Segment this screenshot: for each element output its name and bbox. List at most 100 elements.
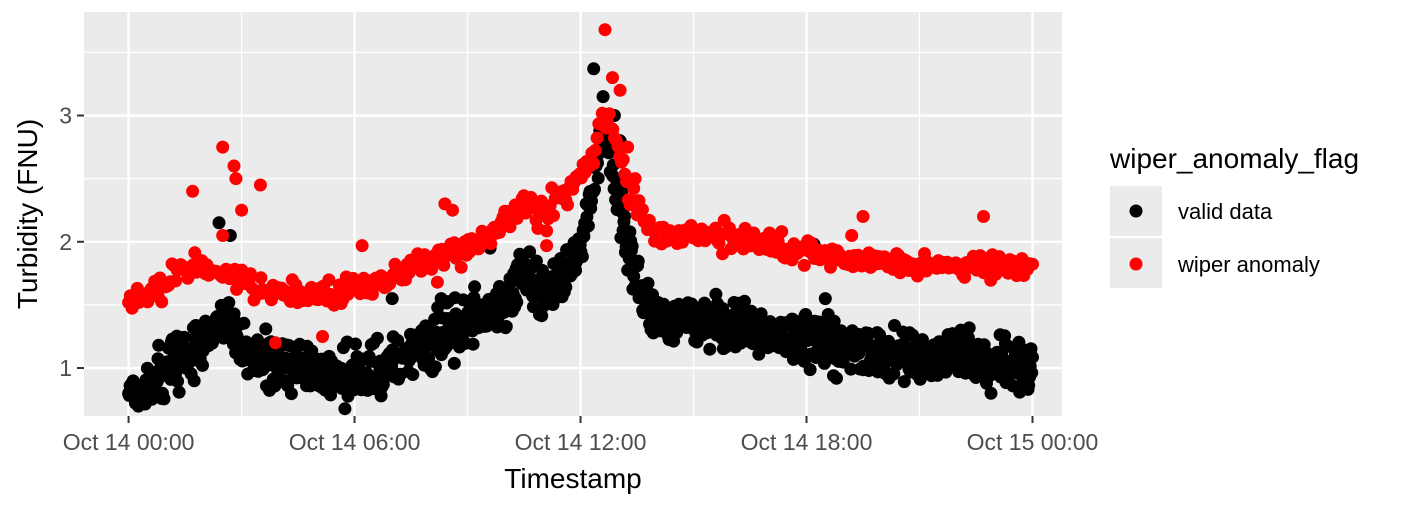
point-wiper-anomaly-519 <box>1026 257 1039 271</box>
point-wiper-anomaly-outlier-7 <box>269 336 282 350</box>
point-valid-data-515 <box>510 295 524 309</box>
data-points <box>122 23 1039 416</box>
legend-key-wiper-anomaly <box>1129 257 1143 271</box>
point-valid-data-outlier-4 <box>587 62 601 76</box>
point-wiper-anomaly-outlier-18 <box>628 172 642 186</box>
point-wiper-anomaly-267 <box>587 157 601 170</box>
point-valid-data-outlier-5 <box>596 90 610 104</box>
point-valid-data-532 <box>523 245 537 259</box>
point-valid-data-74 <box>177 330 191 344</box>
point-wiper-anomaly-outlier-8 <box>316 330 329 343</box>
point-wiper-anomaly-244 <box>547 209 560 223</box>
point-wiper-anomaly-outlier-16 <box>613 83 627 97</box>
point-valid-data-676 <box>631 254 645 268</box>
point-valid-data-1198 <box>1025 366 1039 380</box>
point-valid-data-1199 <box>1026 350 1039 364</box>
point-valid-data-747 <box>685 297 699 311</box>
y-tick-label-1: 2 <box>59 229 72 255</box>
point-wiper-anomaly-191 <box>454 260 468 274</box>
point-valid-data-541 <box>529 254 543 268</box>
point-valid-data-939 <box>830 371 843 385</box>
point-wiper-anomaly-outlier-21 <box>977 210 990 223</box>
point-valid-data-689 <box>641 276 655 290</box>
legend-key-valid-data <box>1129 204 1143 218</box>
point-wiper-anomaly-outlier-1 <box>216 140 230 154</box>
point-wiper-anomaly-outlier-4 <box>235 203 249 217</box>
point-valid-data-357 <box>391 334 405 347</box>
legend-label-wiper-anomaly: wiper anomaly <box>1177 252 1320 277</box>
point-wiper-anomaly-276 <box>602 107 616 121</box>
point-valid-data-outlier-9 <box>818 292 832 306</box>
point-valid-data-958 <box>844 362 858 376</box>
point-wiper-anomaly-290 <box>627 182 641 195</box>
point-wiper-anomaly-208 <box>484 237 498 251</box>
series-wiper-anomaly <box>122 23 1039 350</box>
point-wiper-anomaly-outlier-13 <box>540 239 554 253</box>
point-valid-data-outlier-10 <box>950 327 964 341</box>
point-valid-data-623 <box>591 171 605 185</box>
point-valid-data-610 <box>581 219 595 233</box>
point-valid-data-645 <box>608 171 622 185</box>
x-axis: Oct 14 00:00 Oct 14 06:00 Oct 14 12:00 Oct … <box>63 416 1099 455</box>
point-valid-data-153 <box>237 316 251 330</box>
point-valid-data-outlier-0 <box>212 216 226 230</box>
point-wiper-anomaly-outlier-20 <box>845 229 859 242</box>
point-valid-data-836 <box>752 347 766 361</box>
point-wiper-anomaly-76 <box>254 271 268 285</box>
y-tick-label-0: 1 <box>59 355 72 381</box>
point-wiper-anomaly-outlier-6 <box>216 229 230 242</box>
point-valid-data-618 <box>588 182 601 196</box>
point-valid-data-771 <box>703 342 717 356</box>
point-wiper-anomaly-outlier-15 <box>606 71 619 85</box>
y-axis-title: Turbidity (FNU) <box>12 119 43 309</box>
point-valid-data-65 <box>171 374 185 388</box>
point-wiper-anomaly-115 <box>322 273 336 287</box>
point-valid-data-407 <box>428 360 442 374</box>
point-valid-data-602 <box>575 250 589 264</box>
point-valid-data-182 <box>259 322 273 336</box>
x-tick-label-3: Oct 14 18:00 <box>741 429 873 455</box>
x-axis-title: Timestamp <box>504 463 641 494</box>
point-wiper-anomaly-252 <box>561 198 574 212</box>
point-wiper-anomaly-27 <box>169 274 183 288</box>
point-valid-data-133 <box>222 296 236 310</box>
point-valid-data-580 <box>559 280 573 294</box>
point-wiper-anomaly-outlier-19 <box>856 210 870 223</box>
legend-label-valid-data: valid data <box>1178 199 1273 224</box>
x-tick-label-4: Oct 15 00:00 <box>967 429 1099 455</box>
point-wiper-anomaly-outlier-14 <box>598 23 612 37</box>
point-wiper-anomaly-240 <box>540 224 554 238</box>
point-wiper-anomaly-outlier-11 <box>446 203 459 217</box>
point-valid-data-87 <box>187 374 201 388</box>
point-valid-data-1114 <box>961 331 975 345</box>
point-valid-data-1029 <box>897 375 911 389</box>
point-valid-data-98 <box>196 358 209 372</box>
point-valid-data-outlier-2 <box>434 292 448 306</box>
point-valid-data-459 <box>468 280 482 294</box>
point-wiper-anomaly-284 <box>616 153 630 167</box>
point-wiper-anomaly-outlier-17 <box>621 140 635 154</box>
point-wiper-anomaly-outlier-9 <box>355 239 369 253</box>
point-valid-data-1144 <box>984 386 998 400</box>
point-valid-data-377 <box>406 368 420 381</box>
point-valid-data-668 <box>625 239 639 253</box>
point-valid-data-268 <box>324 388 338 402</box>
point-valid-data-432 <box>447 356 461 370</box>
point-wiper-anomaly-295 <box>635 203 649 216</box>
y-axis: 1 2 3 <box>59 103 84 381</box>
point-wiper-anomaly-213 <box>493 225 506 239</box>
point-wiper-anomaly-181 <box>437 258 451 272</box>
point-wiper-anomaly-269 <box>590 131 604 145</box>
point-valid-data-287 <box>338 402 352 416</box>
point-wiper-anomaly-375 <box>775 225 789 239</box>
x-tick-label-1: Oct 14 06:00 <box>289 429 421 455</box>
point-valid-data-330 <box>370 331 384 345</box>
point-valid-data-658 <box>618 209 632 223</box>
point-wiper-anomaly-19 <box>155 295 169 309</box>
point-valid-data-501 <box>499 320 513 333</box>
point-valid-data-923 <box>817 356 831 370</box>
point-wiper-anomaly-outlier-2 <box>227 159 241 173</box>
point-valid-data-67 <box>172 385 186 399</box>
point-valid-data-301 <box>349 337 362 351</box>
